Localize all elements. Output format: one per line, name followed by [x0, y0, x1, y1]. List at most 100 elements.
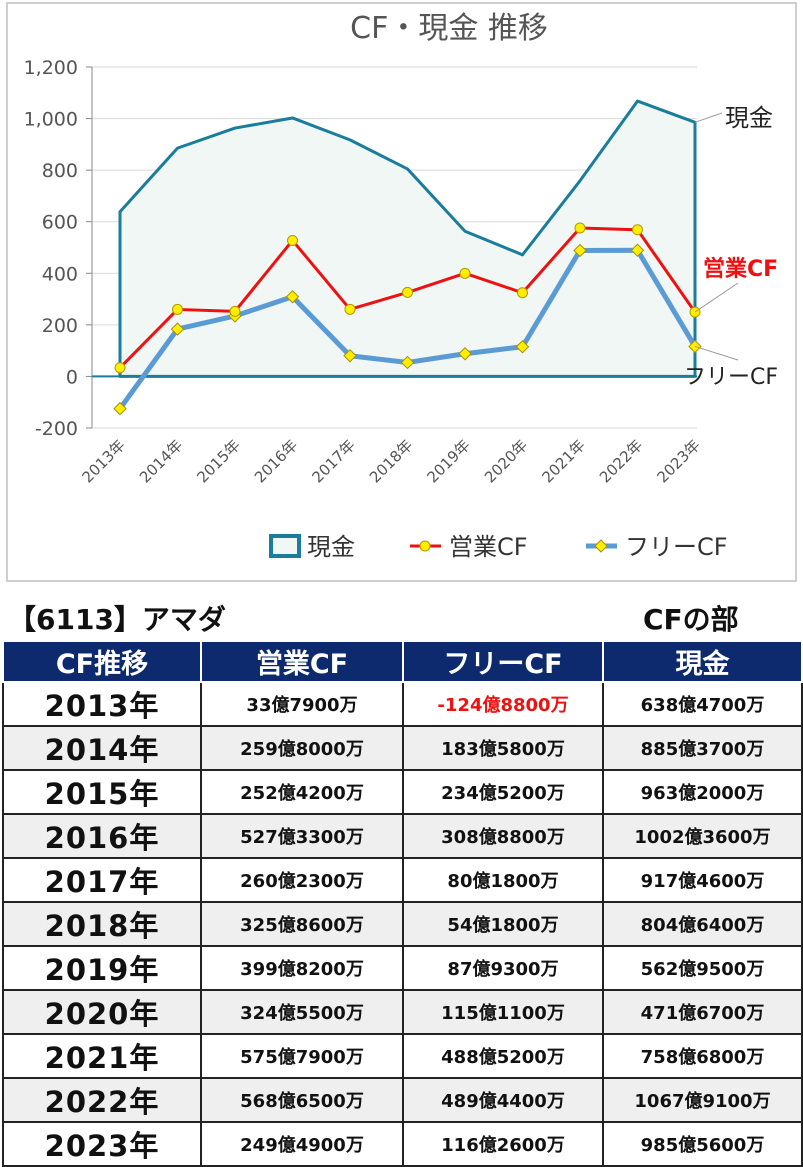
free-cf-point [113, 401, 127, 416]
table-row: 2019年 399億8200万 87億9300万 562億9500万 [2, 945, 803, 991]
free-cf-cell: 116億2600万 [402, 1121, 604, 1167]
free-cf-point [515, 340, 530, 354]
cash-cell: 638億4700万 [602, 681, 803, 727]
free-cf-cell: 183億5800万 [402, 725, 604, 771]
year-cell: 2019年 [2, 945, 202, 991]
free-cf-point [343, 349, 357, 363]
legend-cash-label: 現金 [307, 533, 355, 561]
section-title: CFの部 [643, 603, 739, 636]
year-cell: 2021年 [2, 1033, 202, 1079]
year-cell: 2023年 [2, 1121, 202, 1167]
x-tick-label: 2013年 [78, 436, 128, 486]
cash-cell: 758億6800万 [602, 1033, 803, 1079]
y-tick-label: 600 [42, 212, 78, 234]
operating-cf-point [114, 362, 126, 374]
operating-cf-cell: 568億6500万 [200, 1077, 404, 1123]
free-cf-point [285, 290, 300, 304]
table-row: 2014年 259億8000万 183億5800万 885億3700万 [2, 725, 803, 771]
operating-cf-cell: 324億5500万 [200, 989, 404, 1035]
year-cell: 2022年 [2, 1077, 202, 1123]
operating-cf-cell: 259億8000万 [200, 725, 404, 771]
free-cf-cell: -124億8800万 [402, 681, 604, 727]
operating-cf-cell: 249億4900万 [200, 1121, 404, 1167]
x-tick-label: 2022年 [596, 436, 646, 486]
cash-area [118, 99, 697, 378]
cash-cell: 985億5600万 [602, 1121, 803, 1167]
cf-table: CF推移 営業CF フリーCF 現金 2013年 33億7900万 -124億880… [2, 640, 803, 1167]
x-tick-label: 2015年 [193, 436, 243, 486]
legend-operating-cf-marker [419, 540, 431, 552]
year-cell: 2016年 [2, 813, 202, 859]
free-cf-cell: 87億9300万 [402, 945, 604, 991]
x-tick-label: 2016年 [251, 436, 301, 486]
cash-annotation: 現金 [725, 104, 773, 132]
y-tick-label: 0 [66, 366, 78, 388]
chart-title: CF・現金 推移 [350, 11, 548, 46]
operating-cf-cell: 325億8600万 [200, 901, 404, 947]
table-row: 2013年 33億7900万 -124億8800万 638億4700万 [2, 681, 803, 727]
table-row: 2023年 249億4900万 116億2600万 985億5600万 [2, 1121, 803, 1167]
operating-cf-leader-line [694, 282, 739, 313]
table-row: 2022年 568億6500万 489億4400万 1067億9100万 [2, 1077, 803, 1123]
operating-cf-point [287, 234, 298, 246]
table-row: 2016年 527億3300万 308億8800万 1002億3600万 [2, 813, 803, 859]
cash-cell: 963億2000万 [602, 769, 803, 815]
x-tick-label: 2021年 [538, 436, 588, 486]
table-row: 2017年 260億2300万 80億1800万 917億4600万 [2, 857, 803, 903]
legend-free-cf-marker [594, 539, 608, 553]
free-cf-point [170, 322, 185, 336]
operating-cf-point [344, 303, 356, 315]
free-cf-point [573, 243, 587, 258]
free-cf-leader-line [694, 345, 739, 361]
operating-cf-cell: 575億7900万 [200, 1033, 404, 1079]
cash-cell: 917億4600万 [602, 857, 803, 903]
legend-operating-cf-label: 営業CF [449, 533, 528, 561]
year-cell: 2020年 [2, 989, 202, 1035]
cash-cell: 1002億3600万 [602, 813, 803, 859]
x-tick-label: 2023年 [653, 436, 703, 486]
operating-cf-cell: 399億8200万 [200, 945, 404, 991]
free-cf-cell: 115億1100万 [402, 989, 604, 1035]
operating-cf-point [574, 222, 586, 234]
x-tick-label: 2014年 [136, 436, 186, 486]
cash-cell: 804億6400万 [602, 901, 803, 947]
table-row: 2015年 252億4200万 234億5200万 963億2000万 [2, 769, 803, 815]
y-tick-label: 400 [42, 263, 78, 285]
x-tick-label: 2019年 [423, 436, 473, 486]
table-row: 2021年 575億7900万 488億5200万 758億6800万 [2, 1033, 803, 1079]
year-cell: 2017年 [2, 857, 202, 903]
y-tick-label: 800 [42, 160, 78, 182]
year-cell: 2015年 [2, 769, 202, 815]
y-tick-label: 1,000 [24, 109, 78, 131]
year-cell: 2018年 [2, 901, 202, 947]
free-cf-cell: 489億4400万 [402, 1077, 604, 1123]
free-cf-cell: 488億5200万 [402, 1033, 604, 1079]
header-operating-cf: 営業CF [200, 640, 404, 683]
free-cf-annotation: フリーCF [684, 365, 778, 390]
header-free-cf: フリーCF [402, 640, 604, 683]
year-cell: 2014年 [2, 725, 202, 771]
operating-cf-point [459, 267, 471, 279]
cash-cell: 562億9500万 [602, 945, 803, 991]
free-cf-point [630, 243, 645, 257]
operating-cf-point [517, 287, 528, 299]
operating-cf-cell: 527億3300万 [200, 813, 404, 859]
table-header-row: CF推移 営業CF フリーCF 現金 [2, 640, 803, 683]
free-cf-point [458, 347, 472, 361]
operating-cf-point [229, 305, 241, 317]
cash-cell: 885億3700万 [602, 725, 803, 771]
cash-leader-line [694, 112, 723, 123]
y-tick-label: 200 [42, 315, 78, 337]
operating-cf-cell: 260億2300万 [200, 857, 404, 903]
table-row: 2018年 325億8600万 54億1800万 804億6400万 [2, 901, 803, 947]
operating-cf-cell: 252億4200万 [200, 769, 404, 815]
free-cf-cell: 308億8800万 [402, 813, 604, 859]
free-cf-point [400, 355, 415, 370]
y-tick-label: -200 [35, 418, 78, 440]
free-cf-cell: 54億1800万 [402, 901, 604, 947]
operating-cf-point [172, 303, 183, 315]
x-tick-label: 2018年 [366, 436, 416, 486]
operating-cf-point [632, 224, 643, 236]
legend-cash-swatch [269, 534, 301, 558]
table-row: 2020年 324億5500万 115億1100万 471億6700万 [2, 989, 803, 1035]
